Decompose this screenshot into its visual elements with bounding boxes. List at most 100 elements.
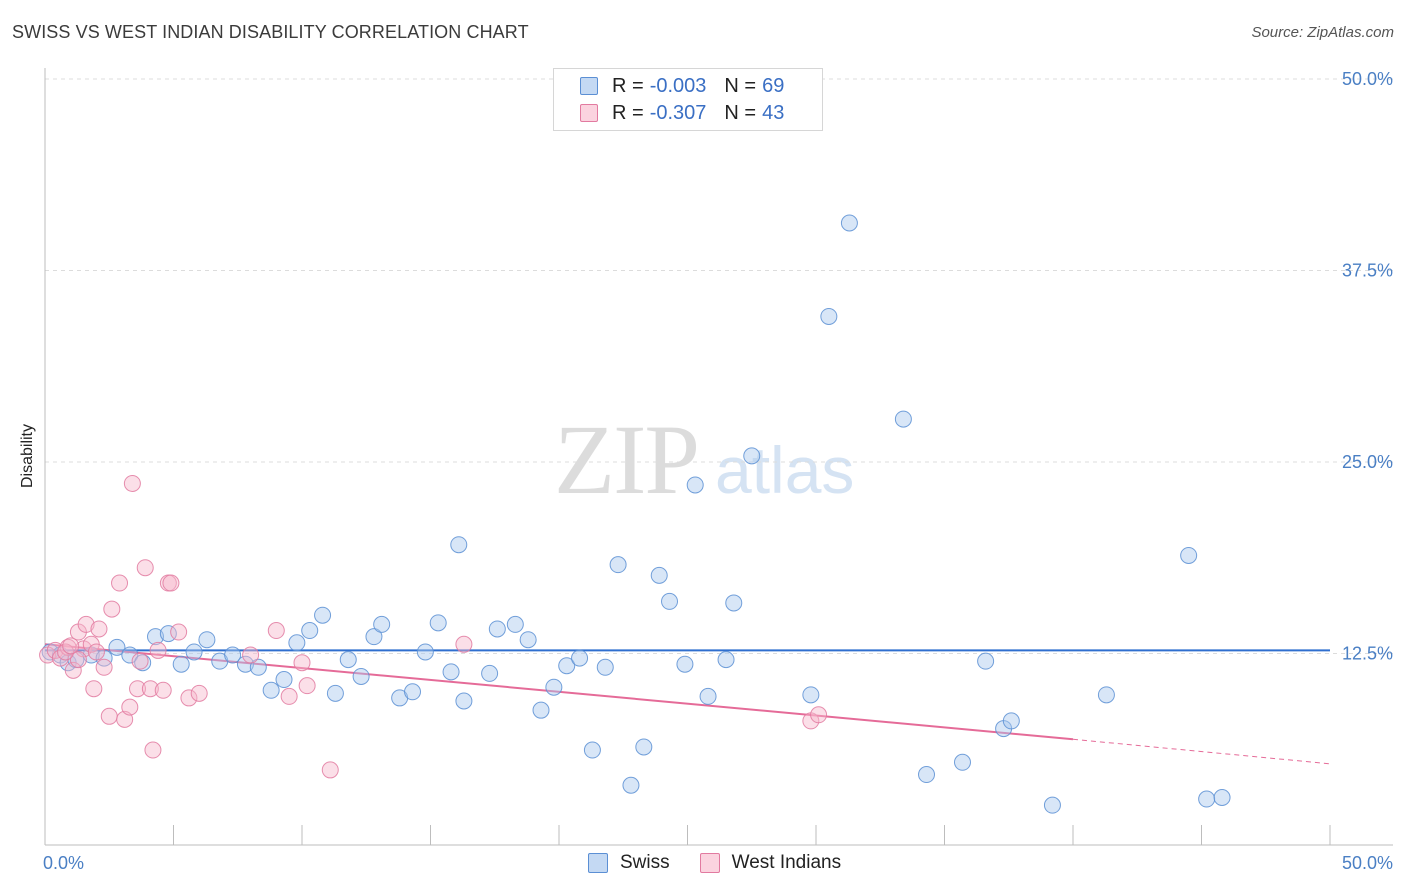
swiss-point [894,410,912,428]
swiss-point [488,620,506,638]
west-indians-point [149,641,167,659]
source-label: Source: ZipAtlas.com [1251,24,1394,41]
swiss-point [519,631,537,649]
west-indians-swatch [580,104,598,122]
swiss-point [661,592,679,610]
y-tick-label: 12.5% [1342,644,1393,664]
swiss-point [198,631,216,649]
swiss-point [820,307,838,325]
swiss-point [743,447,761,465]
swiss-point [622,776,640,794]
swiss-point [262,681,280,699]
west-indians-point [455,635,473,653]
chart-title: SWISS VS WEST INDIAN DISABILITY CORRELAT… [12,22,529,42]
swiss-point [288,634,306,652]
west-indians-point [267,622,285,640]
swiss-point [404,683,422,701]
swiss-point [686,476,704,494]
swiss-point [301,622,319,640]
west-indians-point [190,684,208,702]
swiss-point [314,606,332,624]
swiss-point [172,655,190,673]
swiss-point [108,638,126,656]
axes [44,68,1393,846]
west-indians-point [64,661,82,679]
west-indians-swatch [699,853,720,873]
swiss-point [609,556,627,574]
west-indians-point [298,677,316,695]
tick-labels: 12.5% 25.0% 37.5% 50.0% 0.0% 50.0% [43,69,1393,873]
y-tick-label: 37.5% [1342,261,1393,281]
legend-n-value: 69 [762,74,785,97]
swiss-point [249,658,267,676]
swiss-point [352,667,370,685]
correlation-legend: R = -0.003 N = 69 R = -0.307 N = 43 [553,68,823,131]
swiss-point [545,678,563,696]
legend-n-label: N = [724,101,757,124]
legend-r-value: -0.003 [649,74,707,97]
swiss-point [236,655,254,673]
swiss-point [1043,796,1061,814]
west-indians-point [129,680,147,698]
swiss-point [1002,712,1020,730]
west-indians-point [131,652,149,670]
swiss-point [416,643,434,661]
west-indians-point [144,741,162,759]
swiss-point [121,646,139,664]
swiss-point [596,658,614,676]
swiss-point [583,741,601,759]
swiss-point [1180,546,1198,564]
west-indians-point [242,646,260,664]
swiss-point [134,654,152,672]
swiss-point [558,657,576,675]
west-indians-point [162,574,180,592]
west-indians-point [90,620,108,638]
swiss-point [326,684,344,702]
swiss-point [147,628,165,646]
swiss-point [802,686,820,704]
grid-lines [45,78,1393,654]
swiss-point [1097,686,1115,704]
legend-west-indians-label: West Indians [731,852,842,873]
swiss-point [275,671,293,689]
legend-swiss-label: Swiss [620,852,670,873]
west-indians-point [85,680,103,698]
swiss-point [481,664,499,682]
legend-r-value: -0.307 [649,101,707,124]
west-indians-point [154,681,172,699]
legend-n-value: 43 [762,101,785,124]
swiss-point [977,652,995,670]
west-indians-point [141,680,159,698]
series-legend: Swiss West Indians [588,852,841,874]
y-tick-label: 50.0% [1342,69,1393,89]
swiss-swatch [580,77,598,95]
x-tick-label: 50.0% [1342,853,1393,873]
swiss-point [373,615,391,633]
west-indians-point [111,574,129,592]
west-indians-point [321,761,339,779]
swiss-point [953,753,971,771]
west-indians-point [170,623,188,641]
swiss-point [429,614,447,632]
watermark-zip: ZIP [554,404,700,515]
swiss-point [442,663,460,681]
watermark-atlas: atlas [715,433,855,507]
west-indians-point [280,687,298,705]
legend-n-label: N = [724,74,757,97]
legend-row-west-indians: R = -0.307 N = 43 [580,101,784,125]
swiss-point [224,646,242,664]
swiss-point [1213,789,1231,807]
west-indians-point [123,474,141,492]
west-indians-point [62,637,80,655]
swiss-point [532,701,550,719]
legend-r-label: R = [612,101,644,124]
swiss-point [918,766,936,784]
swiss-point [365,628,383,646]
swiss-point [840,214,858,232]
west-indians-point [136,559,154,577]
swiss-point [506,615,524,633]
west-indians-point [180,689,198,707]
swiss-point [455,692,473,710]
west-indians-point [293,654,311,672]
